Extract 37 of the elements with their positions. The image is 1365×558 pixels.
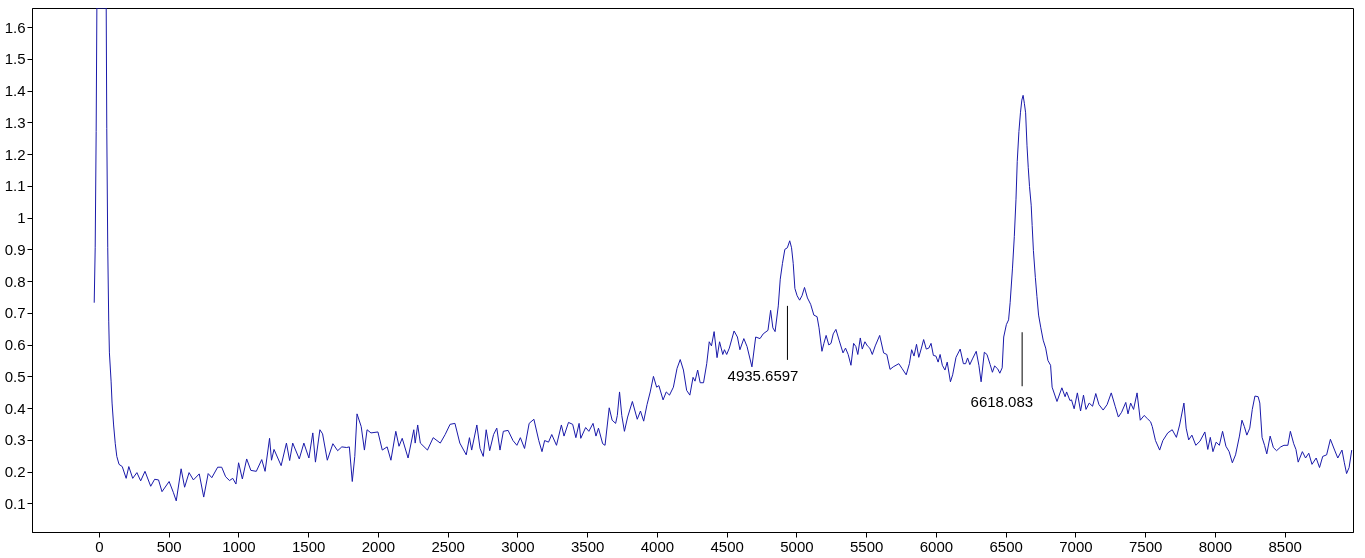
y-tick-label: 1.2 <box>4 145 26 163</box>
line-series <box>93 8 1353 502</box>
x-tick-label: 2500 <box>431 537 465 555</box>
y-tick-label: 0.6 <box>4 336 26 354</box>
x-tick-label: 1000 <box>222 537 256 555</box>
annotation: 4935.6597 <box>727 366 799 384</box>
y-tick-label: 1.4 <box>4 82 26 100</box>
x-tick-label: 7500 <box>1128 537 1163 555</box>
y-tick-label: 0.4 <box>4 399 26 417</box>
x-tick-label: 5500 <box>849 537 884 555</box>
y-tick-label: 1.3 <box>4 113 26 131</box>
x-tick-label: 8500 <box>1268 537 1302 555</box>
y-tick-label: 1.1 <box>4 177 26 195</box>
y-tick-label: 0.8 <box>4 272 26 290</box>
x-tick-label: 8000 <box>1198 537 1233 555</box>
y-tick-label: 0.1 <box>4 494 26 512</box>
x-tick-label: 2000 <box>361 537 396 555</box>
x-tick-label: 5000 <box>780 537 814 555</box>
x-tick-label: 7000 <box>1059 537 1093 555</box>
y-tick-label: 1 <box>17 209 26 227</box>
x-tick-label: 3500 <box>571 537 605 555</box>
annotation: 6618.083 <box>970 393 1034 411</box>
y-tick-label: 0.5 <box>4 367 26 385</box>
y-tick-label: 0.3 <box>4 431 26 449</box>
x-tick-label: 500 <box>156 537 182 555</box>
x-tick-label: 6500 <box>989 537 1023 555</box>
y-tick-label: 0.9 <box>4 240 26 258</box>
y-tick-label: 0.2 <box>4 463 26 481</box>
x-tick-label: 3000 <box>501 537 535 555</box>
y-tick-label: 1.6 <box>4 18 26 36</box>
x-tick-label: 0 <box>95 537 104 555</box>
x-tick-label: 4500 <box>710 537 744 555</box>
x-tick-label: 4000 <box>640 537 675 555</box>
y-tick-label: 0.7 <box>4 304 26 322</box>
x-tick-label: 6000 <box>919 537 954 555</box>
x-tick-label: 1500 <box>292 537 326 555</box>
y-tick-label: 1.5 <box>4 50 26 68</box>
